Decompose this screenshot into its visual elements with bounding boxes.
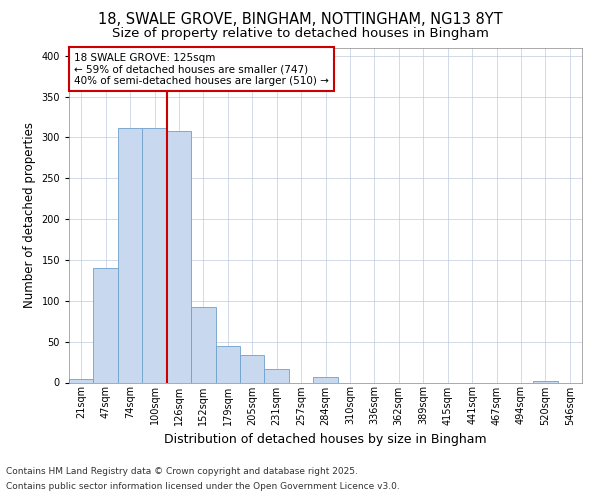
Bar (94, 268, 118, 382)
Text: 18 SWALE GROVE: 125sqm
← 59% of detached houses are smaller (747)
40% of semi-de: 18 SWALE GROVE: 125sqm ← 59% of detached… (74, 52, 329, 86)
Bar (142, 128, 167, 382)
Bar (313, 377, 338, 382)
Bar (118, 128, 142, 382)
Text: 18, SWALE GROVE, BINGHAM, NOTTINGHAM, NG13 8YT: 18, SWALE GROVE, BINGHAM, NOTTINGHAM, NG… (98, 12, 502, 28)
Bar (215, 346, 240, 383)
Bar (240, 354, 265, 382)
Bar (533, 381, 557, 382)
Bar (69, 379, 94, 382)
Text: Size of property relative to detached houses in Bingham: Size of property relative to detached ho… (112, 28, 488, 40)
Text: Contains HM Land Registry data © Crown copyright and database right 2025.: Contains HM Land Registry data © Crown c… (6, 467, 358, 476)
Bar (265, 370, 289, 382)
X-axis label: Distribution of detached houses by size in Bingham: Distribution of detached houses by size … (164, 433, 487, 446)
Bar (191, 306, 215, 382)
Text: Contains public sector information licensed under the Open Government Licence v3: Contains public sector information licen… (6, 482, 400, 491)
Y-axis label: Number of detached properties: Number of detached properties (23, 122, 36, 308)
Bar (167, 131, 191, 382)
